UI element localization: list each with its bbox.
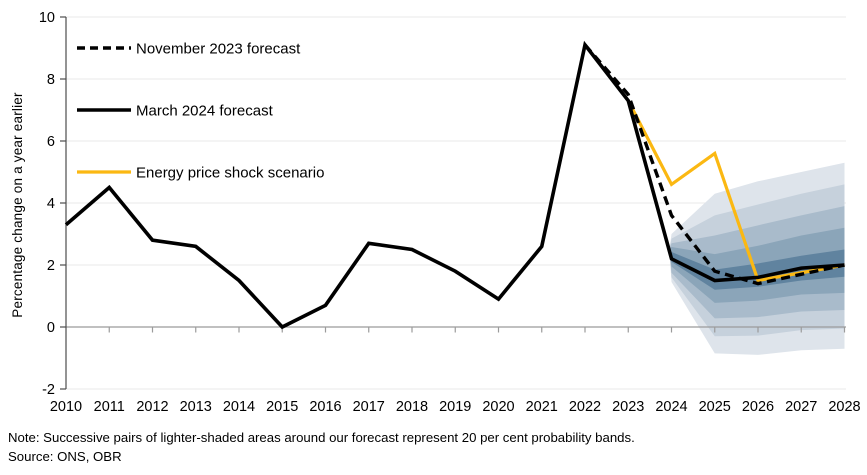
x-tick-label: 2010 [50, 399, 82, 415]
y-tick-label: 0 [47, 320, 55, 336]
x-tick-label: 2018 [396, 399, 428, 415]
y-axis-title: Percentage change on a year earlier [10, 92, 25, 318]
y-tick-label: 10 [39, 10, 55, 26]
legend-label: November 2023 forecast [136, 41, 301, 58]
x-tick-label: 2027 [785, 399, 817, 415]
series-line-energy-price-shock-scenario [626, 99, 845, 283]
chart-note: Note: Successive pairs of lighter-shaded… [8, 430, 635, 445]
x-tick-label: 2019 [439, 399, 471, 415]
x-tick-label: 2028 [828, 399, 860, 415]
x-tick-label: 2013 [180, 399, 212, 415]
chart-plot-area: -2 0 2 4 6 8 10 2010 2011 2012 2013 2014 2015 2016 201… [39, 10, 861, 415]
x-tick-label: 2014 [223, 399, 255, 415]
x-tick-label: 2012 [136, 399, 168, 415]
x-tick-label: 2015 [266, 399, 298, 415]
legend-label: Energy price shock scenario [136, 165, 324, 182]
x-tick-label: 2023 [612, 399, 644, 415]
x-tick-label: 2011 [94, 399, 125, 415]
x-tick-label: 2022 [569, 399, 601, 415]
series-line-november-2023-forecast [583, 43, 845, 286]
legend-label: March 2024 forecast [136, 103, 274, 120]
x-tick-label: 2026 [742, 399, 774, 415]
series-line-march-2024-forecast [64, 40, 845, 330]
y-tick-label: -2 [42, 382, 55, 398]
y-tick-label: 8 [47, 72, 55, 88]
chart-svg: -2 0 2 4 6 8 10 2010 2011 2012 2013 2014 2015 2016 201… [39, 10, 861, 415]
x-tick-label: 2017 [353, 399, 385, 415]
chart-source: Source: ONS, OBR [8, 449, 122, 464]
x-tick-label: 2021 [526, 399, 558, 415]
x-tick-label: 2020 [482, 399, 514, 415]
y-tick-label: 6 [47, 134, 55, 150]
y-tick-label: 2 [47, 258, 55, 274]
y-tick-label: 4 [47, 196, 55, 212]
x-tick-label: 2025 [699, 399, 731, 415]
x-tick-label: 2016 [309, 399, 341, 415]
x-tick-label: 2024 [655, 399, 687, 415]
